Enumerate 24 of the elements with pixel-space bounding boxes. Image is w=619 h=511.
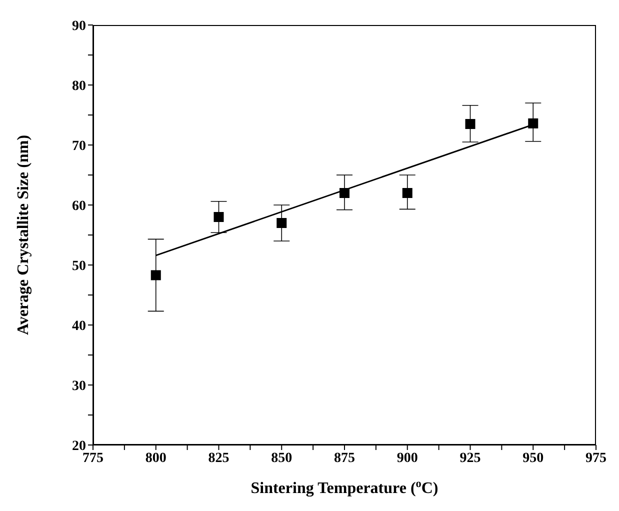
y-tick-label: 30 (72, 378, 86, 394)
x-tick-label: 975 (586, 450, 606, 466)
y-tick-label: 80 (72, 78, 86, 94)
y-tick-label: 70 (72, 138, 86, 154)
point (150, 270, 161, 280)
y-tick-label: 40 (72, 318, 86, 334)
y-tick-label: 60 (72, 198, 86, 214)
point (340, 188, 350, 198)
point (276, 218, 287, 228)
x-tick-label: 875 (334, 450, 355, 466)
point (465, 119, 476, 129)
point (528, 118, 538, 128)
x-tick-label: 850 (271, 450, 292, 466)
y-axis-title: Average Crystallite Size (nm) (15, 134, 32, 336)
y-tick-label: 50 (72, 258, 86, 274)
x-tick-label: 800 (145, 450, 166, 466)
point (402, 188, 412, 198)
x-tick-label: 925 (460, 450, 481, 466)
point (214, 212, 224, 222)
x-tick-label: 950 (522, 450, 544, 466)
x-tick-label: 900 (396, 450, 418, 466)
x-tick-label: 825 (208, 450, 230, 466)
y-tick-label: 90 (72, 18, 86, 34)
x-axis-title: Sintering Temperature ($^{o}$C) (250, 478, 438, 497)
